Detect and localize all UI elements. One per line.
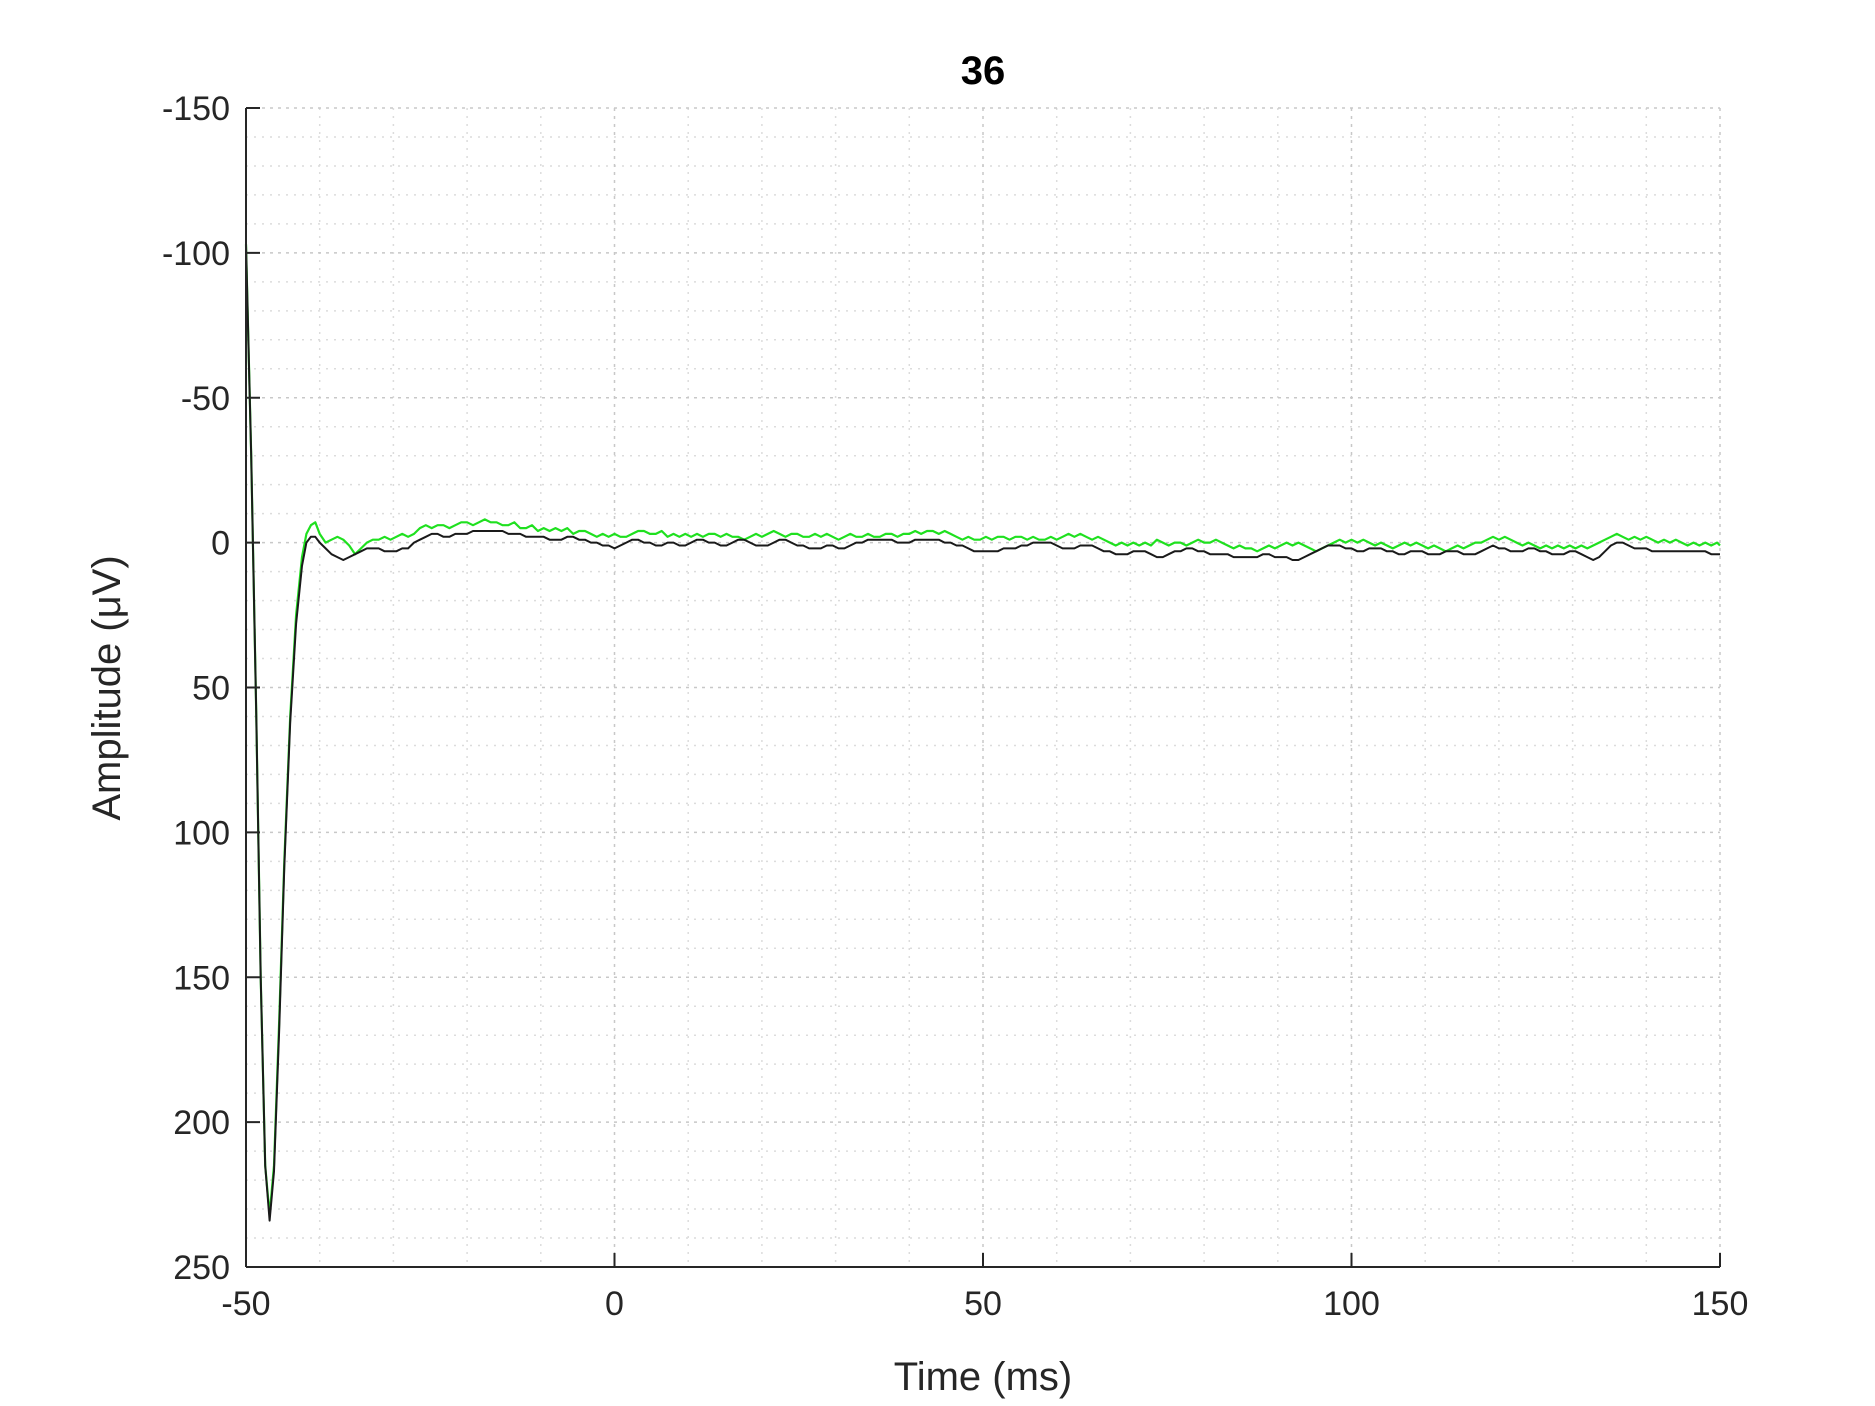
x-tick-label: -50 bbox=[221, 1285, 270, 1323]
x-tick-label: 150 bbox=[1692, 1285, 1749, 1323]
series-layer bbox=[244, 244, 1721, 1222]
x-tick-label: 0 bbox=[605, 1285, 624, 1323]
x-tick-label: 100 bbox=[1323, 1285, 1380, 1323]
y-axis-label: Amplitude (μV) bbox=[85, 555, 129, 820]
series-line-2 bbox=[245, 244, 1720, 1222]
y-tick-label: 250 bbox=[173, 1249, 230, 1287]
y-tick-label: -100 bbox=[162, 235, 230, 273]
axes bbox=[245, 107, 1721, 1268]
tick-labels: -50 0 50 100 150 -150 -100 -50 0 50 100 150 200 250 bbox=[162, 90, 1748, 1323]
grid-lines bbox=[245, 107, 1721, 1268]
x-tick-label: 50 bbox=[964, 1285, 1002, 1323]
y-tick-label: 50 bbox=[192, 670, 230, 708]
y-tick-label: 0 bbox=[211, 525, 230, 563]
chart-title: 36 bbox=[961, 49, 1006, 93]
series-line-1 bbox=[244, 244, 1721, 1216]
y-tick-label: -50 bbox=[181, 380, 230, 418]
y-tick-label: 200 bbox=[173, 1104, 230, 1142]
y-tick-label: 150 bbox=[173, 959, 230, 997]
x-axis-label: Time (ms) bbox=[894, 1355, 1072, 1399]
y-tick-label: 100 bbox=[173, 814, 230, 852]
y-tick-label: -150 bbox=[162, 90, 230, 128]
